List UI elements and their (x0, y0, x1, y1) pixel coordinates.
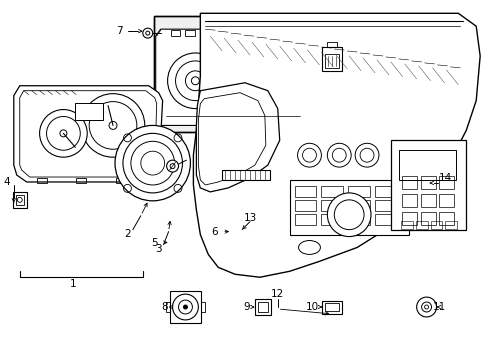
Text: 7: 7 (116, 26, 122, 36)
Bar (347, 186, 369, 197)
Polygon shape (155, 29, 307, 125)
Bar (374, 200, 396, 211)
Text: 4: 4 (3, 177, 10, 187)
Bar (439, 212, 453, 225)
Circle shape (183, 305, 187, 309)
Text: 13: 13 (243, 213, 256, 223)
Bar (294, 214, 316, 225)
Text: 2: 2 (124, 229, 131, 239)
Bar (326, 42, 337, 47)
Circle shape (416, 297, 436, 317)
Bar (321, 200, 343, 211)
Bar (439, 194, 453, 207)
Circle shape (60, 130, 67, 137)
Bar (420, 212, 435, 225)
Bar (401, 194, 416, 207)
Bar (13, 192, 27, 208)
Polygon shape (14, 86, 163, 182)
Circle shape (326, 143, 350, 167)
Bar (153, 16, 314, 132)
Bar (429, 221, 442, 229)
Circle shape (40, 109, 87, 157)
Bar (374, 214, 396, 225)
Ellipse shape (298, 240, 320, 255)
Bar (415, 221, 427, 229)
Bar (116, 178, 126, 183)
Bar (325, 303, 339, 311)
Bar (222, 170, 269, 180)
Circle shape (145, 31, 149, 35)
Bar (400, 221, 412, 229)
Circle shape (167, 53, 223, 109)
Text: 6: 6 (211, 226, 218, 237)
Polygon shape (193, 13, 479, 277)
Bar (322, 47, 342, 71)
Text: 10: 10 (305, 302, 319, 312)
Circle shape (297, 143, 321, 167)
Bar (76, 178, 86, 183)
Bar (439, 176, 453, 189)
Bar (420, 176, 435, 189)
Bar (254, 299, 270, 315)
Text: 3: 3 (155, 244, 162, 255)
Circle shape (109, 121, 117, 129)
Bar (325, 54, 339, 68)
Circle shape (237, 51, 296, 111)
Circle shape (81, 94, 144, 157)
Bar (321, 186, 343, 197)
Bar (16, 195, 24, 205)
Circle shape (424, 305, 427, 309)
Bar (165, 302, 169, 312)
Circle shape (172, 294, 198, 320)
Bar (37, 178, 46, 183)
Text: 11: 11 (432, 302, 446, 312)
Bar (200, 30, 210, 36)
Bar (185, 30, 195, 36)
Circle shape (191, 77, 199, 85)
Bar (153, 16, 314, 132)
Bar (374, 186, 396, 197)
Bar (201, 302, 205, 312)
Bar (289, 180, 408, 235)
Bar (169, 291, 201, 323)
Circle shape (166, 160, 178, 172)
Circle shape (115, 125, 190, 201)
Bar (401, 176, 416, 189)
Text: 9: 9 (243, 302, 249, 312)
Bar (322, 301, 342, 314)
Bar (420, 194, 435, 207)
Bar (401, 212, 416, 225)
Bar (445, 221, 456, 229)
Bar (347, 214, 369, 225)
Text: 5: 5 (151, 238, 157, 248)
Bar (75, 103, 103, 121)
Bar (170, 30, 180, 36)
Text: 14: 14 (438, 173, 451, 183)
Bar (257, 302, 267, 312)
Bar (294, 200, 316, 211)
Circle shape (354, 143, 378, 167)
Circle shape (326, 193, 370, 237)
Bar (347, 200, 369, 211)
Text: 1: 1 (70, 279, 77, 289)
Bar (321, 214, 343, 225)
Bar (390, 140, 466, 230)
Circle shape (263, 77, 270, 85)
Text: 12: 12 (270, 289, 284, 299)
Polygon shape (196, 83, 279, 192)
Bar (294, 186, 316, 197)
Bar (398, 150, 455, 180)
Text: 8: 8 (161, 302, 167, 312)
